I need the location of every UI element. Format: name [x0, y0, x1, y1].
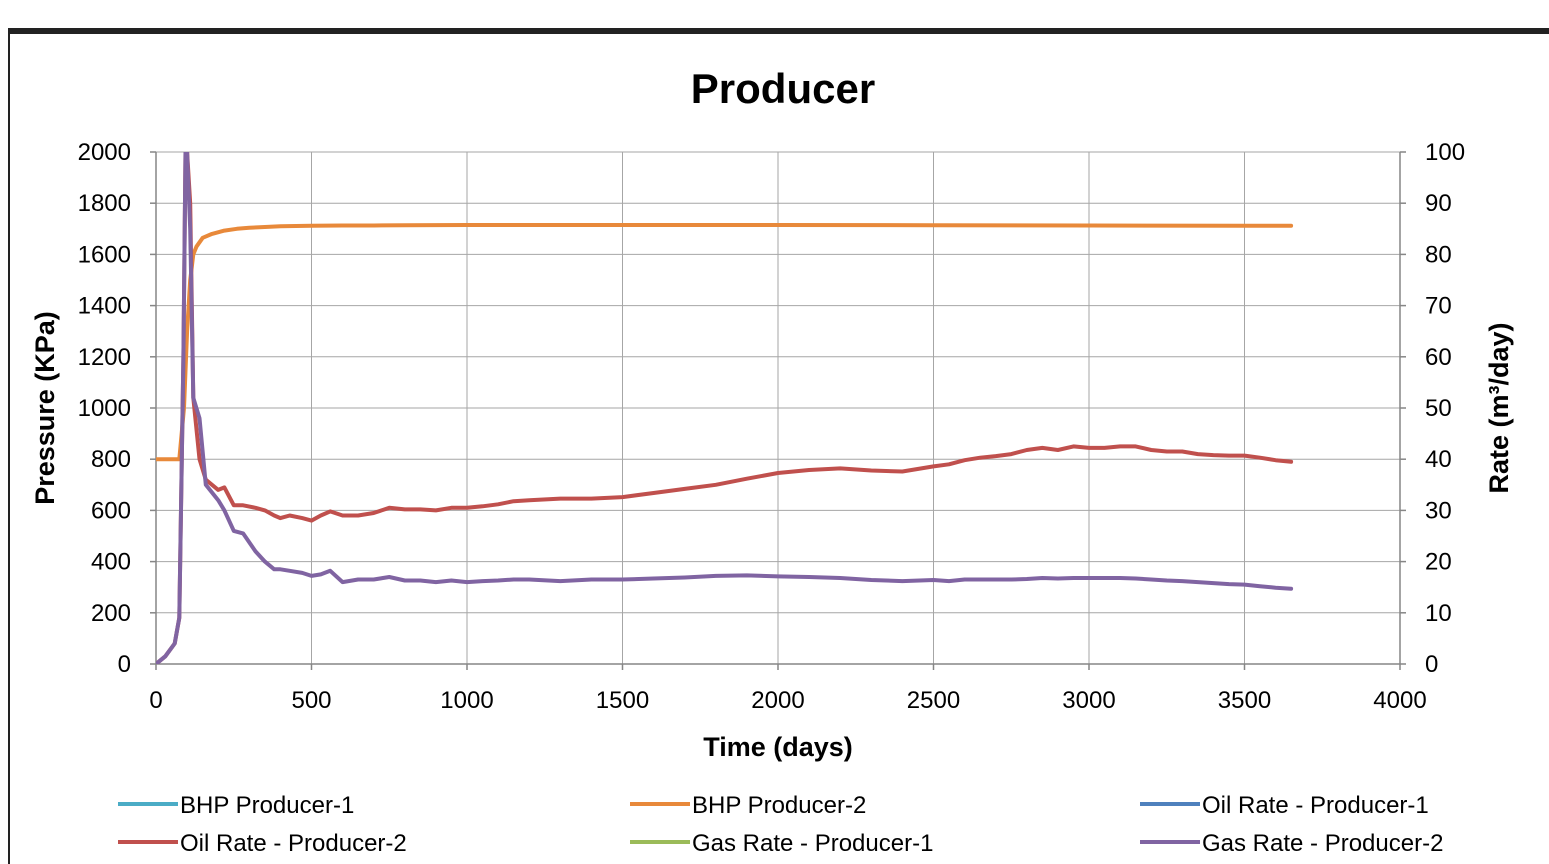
left-tick-label: 400 [91, 549, 131, 576]
left-tick-label: 1600 [78, 241, 131, 268]
right-tick-label: 90 [1425, 190, 1452, 217]
legend-label-4: Gas Rate - Producer-1 [692, 830, 933, 857]
left-tick-label: 1400 [78, 293, 131, 320]
frame-left-border [8, 28, 10, 864]
left-tick-label: 200 [91, 600, 131, 627]
series-line-5 [156, 152, 1294, 664]
right-tick-label: 30 [1425, 497, 1452, 524]
legend-label-3: Oil Rate - Producer-2 [180, 830, 407, 857]
x-tick-label: 500 [291, 687, 331, 714]
right-tick-label: 10 [1425, 600, 1452, 627]
x-axis-title: Time (days) [703, 732, 853, 762]
left-tick-label: 1200 [78, 344, 131, 371]
legend: BHP Producer-1 BHP Producer-2 Oil Rate - P… [118, 792, 1443, 857]
right-tick-label: 100 [1425, 139, 1465, 166]
left-axis-ticks: 0 200 400 600 800 1000 1200 1400 1600 1800 2000 [78, 139, 156, 678]
left-tick-label: 0 [118, 651, 131, 678]
legend-label-1: BHP Producer-2 [692, 792, 866, 819]
gridlines [155, 151, 1401, 665]
right-tick-label: 50 [1425, 395, 1452, 422]
legend-label-5: Gas Rate - Producer-2 [1202, 830, 1443, 857]
x-tick-label: 2000 [751, 687, 804, 714]
x-tick-label: 3500 [1218, 687, 1271, 714]
right-tick-label: 60 [1425, 344, 1452, 371]
x-tick-label: 3000 [1062, 687, 1115, 714]
series-line-3 [156, 152, 1294, 664]
right-tick-label: 0 [1425, 651, 1438, 678]
plot-area [156, 152, 1294, 664]
left-tick-label: 1000 [78, 395, 131, 422]
right-axis-ticks: 0 10 20 30 40 50 60 70 80 90 100 [1400, 139, 1465, 678]
right-tick-label: 80 [1425, 241, 1452, 268]
left-tick-label: 600 [91, 497, 131, 524]
frame-top-border [8, 28, 1549, 34]
series-line-1 [156, 223, 1294, 462]
legend-label-0: BHP Producer-1 [180, 792, 354, 819]
x-tick-label: 0 [149, 687, 162, 714]
right-tick-label: 20 [1425, 549, 1452, 576]
right-axis-title: Rate (m³/day) [1484, 322, 1514, 493]
x-tick-label: 1000 [440, 687, 493, 714]
left-tick-label: 1800 [78, 190, 131, 217]
legend-label-2: Oil Rate - Producer-1 [1202, 792, 1429, 819]
left-axis-title: Pressure (KPa) [30, 311, 60, 505]
right-tick-label: 70 [1425, 293, 1452, 320]
left-tick-label: 2000 [78, 139, 131, 166]
x-tick-label: 4000 [1373, 687, 1426, 714]
x-tick-label: 1500 [596, 687, 649, 714]
x-axis-ticks: 0 500 1000 1500 2000 2500 3000 3500 4000 [149, 664, 1427, 714]
chart-title: Producer [691, 65, 875, 112]
x-tick-label: 2500 [907, 687, 960, 714]
left-tick-label: 800 [91, 446, 131, 473]
right-tick-label: 40 [1425, 446, 1452, 473]
